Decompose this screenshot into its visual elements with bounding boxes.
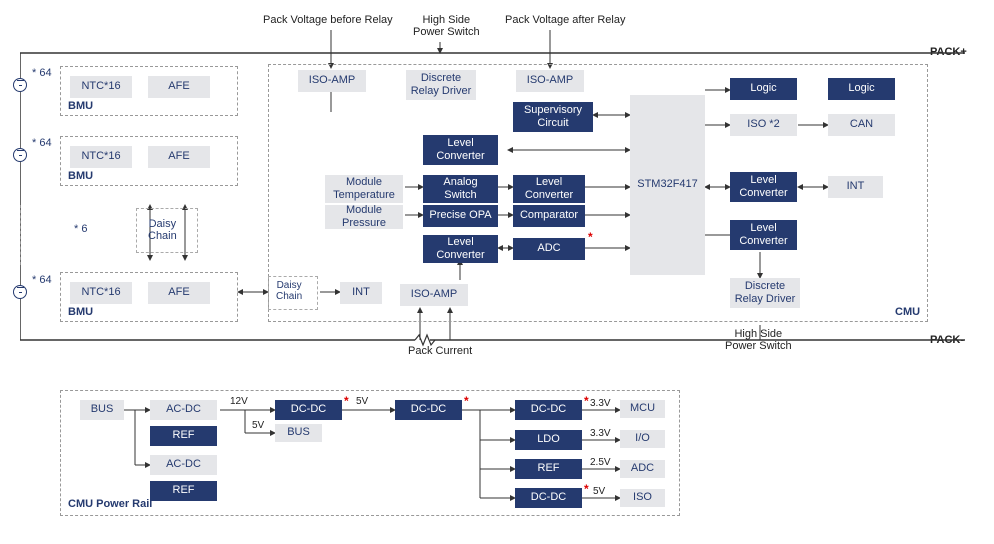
label-pack-before: Pack Voltage before Relay — [263, 14, 393, 26]
level-converter-2: Level Converter — [513, 175, 585, 203]
dcdc-3: DC-DC — [515, 400, 582, 420]
module-temperature: Module Temperature — [325, 175, 403, 203]
afe-2: AFE — [148, 146, 210, 168]
label-pack-minus: PACK- — [930, 334, 964, 346]
dcdc-4: DC-DC — [515, 488, 582, 508]
label-star6: * 6 — [74, 223, 87, 235]
label-highside-top: High Side Power Switch — [413, 14, 480, 38]
bmu-label-3: BMU — [68, 306, 93, 318]
label-pack-plus: PACK+ — [930, 46, 967, 58]
precise-opa: Precise OPA — [423, 205, 498, 227]
v5c: 5V — [593, 486, 605, 497]
star-dcdc1: * — [344, 394, 349, 408]
afe-1: AFE — [148, 76, 210, 98]
io-block: I/O — [620, 430, 665, 448]
v5b-label: 5V — [356, 396, 368, 407]
adc-block: ADC — [513, 238, 585, 260]
pack-current-label: Pack Current — [408, 345, 472, 357]
supervisory-circuit: Supervisory Circuit — [513, 102, 593, 132]
module-pressure: Module Pressure — [325, 205, 403, 229]
ref-1: REF — [150, 426, 217, 446]
iso-amp-3: ISO-AMP — [400, 284, 468, 306]
label-64-1: * 64 — [32, 67, 52, 79]
analog-switch: Analog Switch — [423, 175, 498, 203]
bus-block: BUS — [80, 400, 124, 420]
v5a-label: 5V — [252, 420, 264, 431]
level-converter-5: Level Converter — [730, 220, 797, 250]
star-dcdc2: * — [464, 394, 469, 408]
adc-block-2: ADC — [620, 460, 665, 478]
star-dcdc3: * — [584, 394, 589, 408]
dcdc-2: DC-DC — [395, 400, 462, 420]
source-icon-1 — [13, 78, 27, 92]
star-adc: * — [588, 230, 593, 244]
cmu-label: CMU — [895, 306, 920, 318]
iso-amp-1: ISO-AMP — [298, 70, 366, 92]
ref-3: REF — [515, 459, 582, 479]
ntc-1: NTC*16 — [70, 76, 132, 98]
bmu-label-2: BMU — [68, 170, 93, 182]
power-rail-title: CMU Power Rail — [68, 498, 152, 510]
label-pack-after: Pack Voltage after Relay — [505, 14, 625, 26]
iso-amp-2: ISO-AMP — [516, 70, 584, 92]
daisy-label-2: Daisy Chain — [276, 280, 302, 302]
vertical-ellipsis — [20, 205, 21, 265]
ntc-2: NTC*16 — [70, 146, 132, 168]
logic-2: Logic — [828, 78, 895, 100]
daisy-label-1: Daisy Chain — [148, 218, 177, 242]
iso-block: ISO — [620, 489, 665, 507]
source-icon-3 — [13, 285, 27, 299]
mcu-block: MCU — [620, 400, 665, 418]
dcdc-1: DC-DC — [275, 400, 342, 420]
acdc-1: AC-DC — [150, 400, 217, 420]
iso2-block: ISO *2 — [730, 114, 797, 136]
label-64-3: * 64 — [32, 274, 52, 286]
discrete-relay-1: Discrete Relay Driver — [406, 70, 476, 100]
afe-3: AFE — [148, 282, 210, 304]
discrete-relay-2: Discrete Relay Driver — [730, 278, 800, 308]
ref-2: REF — [150, 481, 217, 501]
int-block-2: INT — [828, 176, 883, 198]
ldo-block: LDO — [515, 430, 582, 450]
bmu-label-1: BMU — [68, 100, 93, 112]
v12-label: 12V — [230, 396, 248, 407]
level-converter-4: Level Converter — [730, 172, 797, 202]
v25: 2.5V — [590, 457, 611, 468]
logic-1: Logic — [730, 78, 797, 100]
highside-bottom: High Side Power Switch — [725, 328, 792, 352]
label-64-2: * 64 — [32, 137, 52, 149]
diagram-canvas: Pack Voltage before Relay High Side Powe… — [20, 20, 974, 524]
can-block: CAN — [828, 114, 895, 136]
star-dcdc4: * — [584, 482, 589, 496]
level-converter-1: Level Converter — [423, 135, 498, 165]
comparator: Comparator — [513, 205, 585, 227]
bus-2: BUS — [275, 424, 322, 442]
ntc-3: NTC*16 — [70, 282, 132, 304]
v33b: 3.3V — [590, 428, 611, 439]
v33a: 3.3V — [590, 398, 611, 409]
int-block: INT — [340, 282, 382, 304]
stm32-block: STM32F417 — [630, 95, 705, 275]
acdc-2: AC-DC — [150, 455, 217, 475]
level-converter-3: Level Converter — [423, 235, 498, 263]
source-icon-2 — [13, 148, 27, 162]
